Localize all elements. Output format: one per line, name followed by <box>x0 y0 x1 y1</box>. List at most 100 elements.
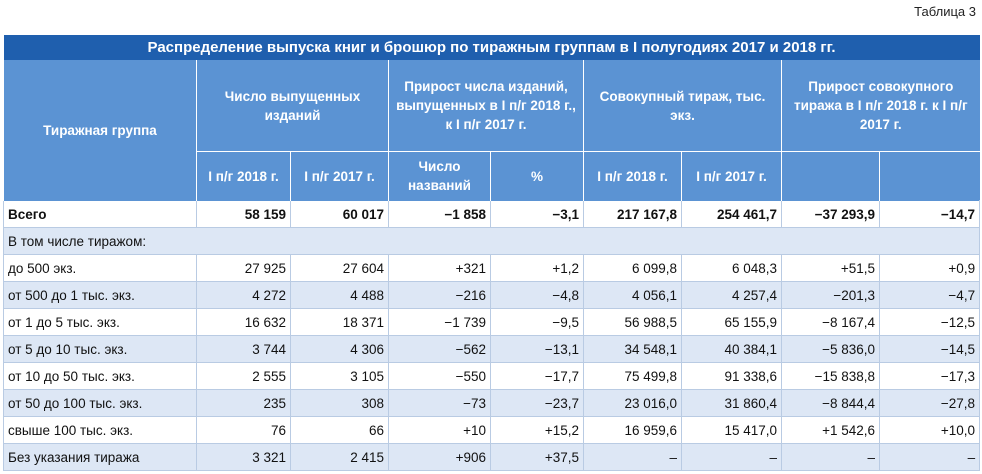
table-cell: 2 415 <box>290 443 389 471</box>
table-cell: −201,3 <box>781 281 880 309</box>
table-cell: 6 048,3 <box>681 254 782 282</box>
table-cell: 3 321 <box>196 443 291 471</box>
table-cell: +321 <box>388 254 491 282</box>
table-cell: −1 739 <box>388 308 491 336</box>
table-cell: – <box>878 443 981 471</box>
table-cell: −1 858 <box>388 200 491 228</box>
table-cell: 4 488 <box>290 281 389 309</box>
table-cell: −27,8 <box>878 389 981 417</box>
table-cell: от 5 до 10 тыс. экз. <box>3 335 197 363</box>
table-cell: −562 <box>388 335 491 363</box>
header-cell: I п/г 2017 г. <box>290 151 389 201</box>
table-cell: −23,7 <box>490 389 584 417</box>
table-cell: +15,2 <box>490 416 584 444</box>
table-cell: −3,1 <box>490 200 584 228</box>
table: Распределение выпуска книг и брошюр по т… <box>2 35 981 471</box>
table-cell: 65 155,9 <box>681 308 782 336</box>
header-cell: I п/г 2017 г. <box>681 151 782 201</box>
table-title: Распределение выпуска книг и брошюр по т… <box>3 35 980 60</box>
table-cell: 16 632 <box>196 308 291 336</box>
table-cell: – <box>781 443 880 471</box>
table-cell: 60 017 <box>290 200 389 228</box>
table-cell: 75 499,8 <box>583 362 682 390</box>
table-cell: 4 306 <box>290 335 389 363</box>
table-cell: 23 016,0 <box>583 389 682 417</box>
table-row: от 500 до 1 тыс. экз. 4 272 4 488 −216 −4,8 4… <box>3 281 981 309</box>
table-cell: −12,5 <box>878 308 981 336</box>
table-cell: +10,0 <box>878 416 981 444</box>
table-row: от 5 до 10 тыс. экз. 3 744 4 306 −562 −13,1 3… <box>3 335 981 363</box>
table-cell: −4,7 <box>878 281 981 309</box>
table-cell: 254 461,7 <box>681 200 782 228</box>
table-cell: +37,5 <box>490 443 584 471</box>
table-cell: 27 604 <box>290 254 389 282</box>
subheading: В том числе тиражом: <box>2 227 981 255</box>
table-cell: 217 167,8 <box>583 200 682 228</box>
header-cell: Прирост совокупного тиража в I п/г 2018 … <box>780 60 980 152</box>
header-cell <box>781 151 880 201</box>
table-cell: Всего <box>3 200 197 228</box>
table-cell: −17,3 <box>878 362 981 390</box>
header-cell: % <box>490 151 584 201</box>
table-body: Всего 58 159 60 017 −1 858 −3,1 217 167,8 254 … <box>2 200 981 471</box>
table-cell: 34 548,1 <box>583 335 682 363</box>
table-cell: – <box>583 443 682 471</box>
table-cell: от 10 до 50 тыс. экз. <box>3 362 197 390</box>
table-cell: 56 988,5 <box>583 308 682 336</box>
table-cell: 31 860,4 <box>681 389 782 417</box>
table-cell: 3 105 <box>290 362 389 390</box>
table-cell: +10 <box>388 416 491 444</box>
table-cell: от 50 до 100 тыс. экз. <box>3 389 197 417</box>
table-row: от 50 до 100 тыс. экз. 235 308 −73 −23,7 23 0… <box>3 389 981 417</box>
table-cell: +906 <box>388 443 491 471</box>
table-cell: −216 <box>388 281 491 309</box>
table-cell: свыше 100 тыс. экз. <box>3 416 197 444</box>
table-cell: −9,5 <box>490 308 584 336</box>
header-cell: Совокупный тираж, тыс. экз. <box>583 60 782 152</box>
table-row: до 500 экз. 27 925 27 604 +321 +1,2 6 099,8 6 … <box>3 254 981 282</box>
table-cell: +51,5 <box>781 254 880 282</box>
table-cell: 66 <box>290 416 389 444</box>
table-cell: −17,7 <box>490 362 584 390</box>
table-cell: 4 272 <box>196 281 291 309</box>
table-cell: −14,5 <box>878 335 981 363</box>
header-cell: I п/г 2018 г. <box>583 151 682 201</box>
table-cell: 3 744 <box>196 335 291 363</box>
table-cell: от 500 до 1 тыс. экз. <box>3 281 197 309</box>
table-cell: −8 844,4 <box>781 389 880 417</box>
header-cell: Тиражная группа <box>3 60 197 201</box>
table-cell: 308 <box>290 389 389 417</box>
table-cell: 15 417,0 <box>681 416 782 444</box>
table-cell: −13,1 <box>490 335 584 363</box>
table-cell: −5 836,0 <box>781 335 880 363</box>
table-row: В том числе тиражом: <box>2 227 981 255</box>
table-cell: от 1 до 5 тыс. экз. <box>3 308 197 336</box>
table-cell: 76 <box>196 416 291 444</box>
table-cell: 16 959,6 <box>583 416 682 444</box>
table-cell: −14,7 <box>878 200 981 228</box>
table-cell: +0,9 <box>878 254 981 282</box>
table-cell: 2 555 <box>196 362 291 390</box>
table-cell: Без указания тиража <box>3 443 197 471</box>
table-cell: 40 384,1 <box>681 335 782 363</box>
table-row: от 1 до 5 тыс. экз. 16 632 18 371 −1 739 −9,… <box>3 308 981 336</box>
table-cell: до 500 экз. <box>3 254 197 282</box>
table-cell: 27 925 <box>196 254 291 282</box>
table-row: Всего 58 159 60 017 −1 858 −3,1 217 167,8 254 … <box>3 200 981 228</box>
table-cell: +1 542,6 <box>781 416 880 444</box>
table-cell: 91 338,6 <box>681 362 782 390</box>
header-cell: Прирост числа изданий, выпущенных в I п/… <box>388 60 584 152</box>
table-row: от 10 до 50 тыс. экз. 2 555 3 105 −550 −17,7… <box>3 362 981 390</box>
table-cell: −550 <box>388 362 491 390</box>
table-cell: 58 159 <box>196 200 291 228</box>
table-cell: −73 <box>388 389 491 417</box>
table-row: свыше 100 тыс. экз. 76 66 +10 +15,2 16 959,6 1… <box>3 416 981 444</box>
table-cell: −4,8 <box>490 281 584 309</box>
table-cell: 235 <box>196 389 291 417</box>
table-cell: 18 371 <box>290 308 389 336</box>
table-cell: 4 056,1 <box>583 281 682 309</box>
header-cell: I п/г 2018 г. <box>196 151 291 201</box>
table-cell: −15 838,8 <box>781 362 880 390</box>
table-cell: +1,2 <box>490 254 584 282</box>
